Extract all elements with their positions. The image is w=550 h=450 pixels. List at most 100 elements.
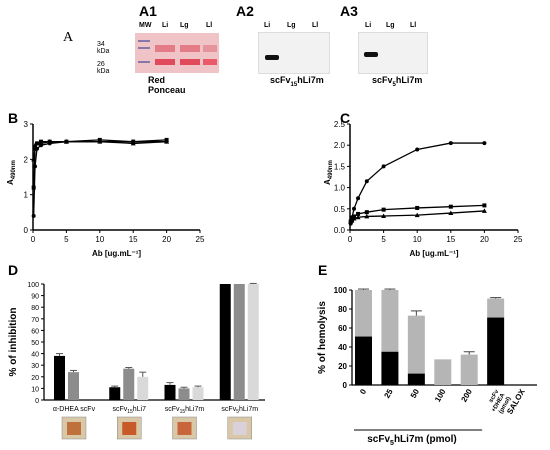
marker-34kda: 34 kDa bbox=[97, 41, 110, 55]
y-tick-label: 3 bbox=[24, 120, 29, 129]
x-axis-label: Ab [ug.mL⁻¹] bbox=[92, 249, 141, 258]
lane-label-li: Li bbox=[365, 22, 372, 29]
tube-sample bbox=[67, 422, 81, 435]
data-point bbox=[481, 208, 487, 213]
category-label: 50 bbox=[409, 387, 422, 400]
panel-label-a1: A1 bbox=[139, 3, 157, 19]
y-tick-label: 80 bbox=[338, 305, 347, 314]
category-label: 0 bbox=[358, 387, 368, 396]
blot-a3-membrane bbox=[358, 32, 428, 74]
y-tick-label: 70 bbox=[31, 317, 39, 324]
panel-label-b: B bbox=[8, 110, 19, 126]
series-line bbox=[33, 139, 167, 188]
bar-top-segment bbox=[381, 290, 399, 352]
y-axis-label: A490nm bbox=[6, 160, 17, 185]
panel-label-a3: A3 bbox=[340, 3, 358, 19]
panel-label-a-left: A bbox=[63, 30, 74, 45]
blot-a3-caption: scFv5hLi7m bbox=[372, 75, 423, 88]
y-tick-label: 20 bbox=[338, 362, 347, 371]
chart-e: 0 20 40 60 80 100 % of hemolysis 0 25 50 100 200 scF… bbox=[317, 286, 537, 447]
data-point bbox=[364, 210, 369, 215]
data-point bbox=[381, 213, 387, 219]
chart-d: 0 10 20 30 40 50 60 70 80 90 100 % of inhibition α-D… bbox=[8, 282, 265, 440]
y-tick-label: 2 bbox=[24, 155, 29, 164]
x-tick-label: 20 bbox=[480, 235, 489, 244]
bar bbox=[233, 284, 245, 400]
panel-label-d: D bbox=[8, 262, 19, 278]
bar-top-segment bbox=[407, 315, 425, 374]
y-tick-label: 50 bbox=[31, 340, 39, 347]
lane-label-ll: Ll bbox=[410, 22, 417, 29]
data-point bbox=[31, 185, 36, 190]
data-point bbox=[356, 211, 361, 216]
bar-top-segment bbox=[434, 359, 452, 385]
y-axis-label: % of inhibition bbox=[8, 308, 19, 377]
group-label: α-DHEA scFv bbox=[53, 406, 96, 413]
chart-c: 0 5 10 15 20 25 0.0 0.5 1.0 1.5 2.0 2.5 A490nm Ab [ug… bbox=[323, 120, 523, 258]
tube-sample bbox=[177, 422, 192, 435]
group-label: scFv15hLi7m bbox=[165, 406, 205, 415]
data-point bbox=[415, 205, 420, 210]
data-point bbox=[63, 139, 69, 144]
y-tick-label: 80 bbox=[31, 305, 39, 312]
category-label: 100 bbox=[433, 387, 448, 404]
series-line bbox=[33, 141, 167, 216]
bar bbox=[137, 376, 149, 400]
data-point bbox=[130, 140, 136, 146]
y-tick-label: 100 bbox=[334, 286, 348, 295]
bar bbox=[247, 284, 259, 400]
y-tick-label: 0.0 bbox=[334, 226, 346, 235]
x-tick-label: 0 bbox=[348, 235, 353, 244]
bar bbox=[68, 372, 79, 400]
y-tick-label: 20 bbox=[31, 375, 39, 382]
x-tick-label: 15 bbox=[129, 235, 138, 244]
x-axis-label: Ab [ug.mL⁻¹] bbox=[409, 249, 458, 258]
data-point bbox=[47, 139, 53, 144]
series-line bbox=[33, 141, 167, 160]
y-tick-label: 0.5 bbox=[334, 205, 346, 214]
tube-sample bbox=[232, 422, 247, 435]
x-axis-label: scFv5hLi7m (pmol) bbox=[367, 434, 456, 447]
data-point bbox=[355, 214, 361, 220]
panel-label-a2: A2 bbox=[236, 3, 254, 19]
bar bbox=[54, 355, 65, 400]
data-point bbox=[414, 212, 420, 218]
category-label: 200 bbox=[459, 387, 474, 404]
data-point bbox=[38, 140, 44, 146]
lane-label-ll: Ll bbox=[206, 22, 213, 29]
y-tick-label: 40 bbox=[338, 343, 347, 352]
category-label: 25 bbox=[382, 387, 395, 400]
blot-a2-caption: scFv15hLi7m bbox=[270, 75, 324, 88]
chart-b: 0 5 10 15 20 25 0 1 2 3 A490nm Ab [ug.mL⁻¹] bbox=[6, 120, 205, 258]
data-point bbox=[482, 141, 487, 146]
y-tick-label: 90 bbox=[31, 294, 39, 301]
y-tick-label: 0 bbox=[24, 226, 29, 235]
data-point bbox=[364, 213, 370, 219]
bar-bottom-segment bbox=[487, 317, 505, 385]
bar-top-segment bbox=[355, 290, 372, 337]
y-tick-label: 2.0 bbox=[334, 141, 346, 150]
data-point bbox=[448, 210, 454, 216]
y-tick-label: 0 bbox=[343, 381, 348, 390]
data-point bbox=[31, 156, 37, 162]
x-tick-label: 10 bbox=[95, 235, 104, 244]
y-tick-label: 1.5 bbox=[334, 162, 346, 171]
y-axis-label: A490nm bbox=[323, 160, 334, 185]
tube-sample bbox=[122, 422, 137, 435]
x-tick-label: 20 bbox=[162, 235, 171, 244]
x-tick-label: 25 bbox=[196, 235, 205, 244]
bar bbox=[192, 387, 204, 400]
bar bbox=[178, 388, 190, 400]
blot-a1-membrane bbox=[135, 33, 219, 73]
lane-label-li: Li bbox=[264, 22, 271, 29]
y-tick-label: 40 bbox=[31, 352, 39, 359]
bar-top-segment bbox=[460, 354, 478, 385]
bar-bottom-segment bbox=[355, 336, 372, 385]
data-point bbox=[381, 207, 386, 212]
y-tick-label: 100 bbox=[27, 282, 39, 289]
group-label: scFv15hLi7 bbox=[112, 406, 146, 415]
data-point bbox=[415, 147, 420, 152]
x-tick-label: 0 bbox=[31, 235, 36, 244]
data-point bbox=[31, 213, 36, 218]
x-tick-label: 5 bbox=[381, 235, 386, 244]
